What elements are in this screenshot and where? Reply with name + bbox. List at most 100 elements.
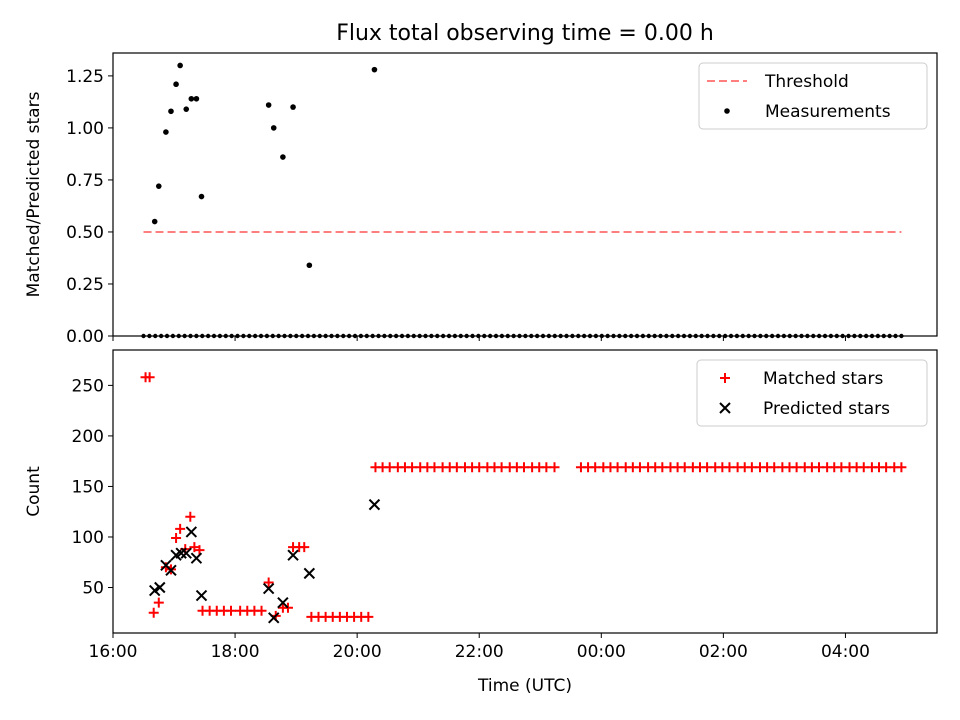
measurement-point-zero <box>523 333 528 339</box>
measurement-point-zero <box>811 333 816 339</box>
measurement-point-zero <box>893 333 898 339</box>
measurement-point-zero <box>147 333 152 339</box>
measurement-point-zero <box>816 333 822 339</box>
predicted-star-marker <box>180 547 192 559</box>
y-tick-label: 1.00 <box>66 119 104 139</box>
measurement-point-zero <box>429 333 434 339</box>
measurement-point <box>290 104 296 110</box>
measurement-point-zero <box>252 333 258 339</box>
measurement-point-zero <box>311 333 317 339</box>
measurement-point-zero <box>881 333 886 339</box>
measurement-point-zero <box>511 333 516 339</box>
measurement-point-zero <box>699 333 704 339</box>
legend-label: Matched stars <box>763 369 883 389</box>
predicted-star-marker <box>287 549 299 561</box>
matched-star-marker <box>263 577 274 588</box>
matched-star-marker <box>194 545 205 556</box>
x-tick-label: 02:00 <box>699 642 748 662</box>
measurement-point-zero <box>205 333 211 339</box>
measurement-point-zero <box>687 333 693 339</box>
measurement-point <box>188 95 195 102</box>
measurement-point-zero <box>370 333 375 339</box>
measurement-point-zero <box>611 333 616 339</box>
measurement-point-zero <box>758 333 763 339</box>
measurement-point-zero <box>564 333 569 339</box>
measurement-point-zero <box>769 333 775 339</box>
measurement-point-zero <box>805 333 810 339</box>
measurement-point-zero <box>288 333 293 339</box>
matched-star-marker <box>185 511 196 522</box>
measurement-point-zero <box>323 333 328 339</box>
measurement-point <box>155 183 162 189</box>
measurement-point <box>280 154 286 160</box>
measurement-point-zero <box>393 333 399 339</box>
y-tick-label: 100 <box>72 528 104 548</box>
measurement-point-zero <box>558 333 563 339</box>
measurement-point-zero <box>746 333 751 339</box>
predicted-star-marker <box>268 612 280 624</box>
measurement-point-zero <box>352 333 358 339</box>
matched-star-marker <box>175 523 186 534</box>
measurement-point-zero <box>863 333 869 339</box>
measurement-point-zero <box>247 333 252 339</box>
legend-swatch-predicted <box>719 402 731 414</box>
measurement-point-zero <box>264 333 270 339</box>
predicted-star-marker <box>185 526 198 538</box>
measurement-point-zero <box>576 333 581 339</box>
measurement-point-zero <box>705 333 710 339</box>
y-tick-label: 0.75 <box>66 171 104 191</box>
measurement-point <box>173 81 179 88</box>
y-axis-label: Matched/Predicted stars <box>24 91 44 297</box>
y-tick-label: 50 <box>82 579 104 599</box>
measurement-point-zero <box>529 333 534 339</box>
legend-label: Threshold <box>764 72 849 92</box>
measurement-point <box>371 66 378 73</box>
chart-title: Flux total observing time = 0.00 h <box>336 21 714 46</box>
measurement-point-zero <box>517 333 522 339</box>
predicted-star-marker <box>262 582 275 595</box>
measurement-point-zero <box>834 333 839 339</box>
measurement-point-zero <box>223 333 228 339</box>
measurement-point-zero <box>887 333 892 339</box>
predicted-star-marker <box>303 567 316 580</box>
measurement-point <box>151 218 158 225</box>
predicted-star-marker <box>195 589 208 602</box>
measurement-point-zero <box>241 333 246 339</box>
predicted-star-marker <box>368 498 381 511</box>
measurement-point-zero <box>499 333 505 339</box>
measurement-point-zero <box>846 333 851 339</box>
y-axis-label: Count <box>24 466 44 517</box>
measurement-point-zero <box>505 333 510 339</box>
measurement-point-zero <box>458 333 463 339</box>
measurement-point-zero <box>364 333 369 339</box>
x-tick-label: 16:00 <box>89 642 138 662</box>
measurement-point-zero <box>793 333 798 339</box>
y-tick-label: 200 <box>72 427 104 447</box>
measurement-point-zero <box>476 333 481 339</box>
measurement-point-zero <box>664 333 669 339</box>
measurement-point-zero <box>329 333 334 339</box>
x-tick-label: 20:00 <box>333 642 382 662</box>
measurement-point-zero <box>399 333 405 339</box>
measurement-point-zero <box>317 333 322 339</box>
measurement-point-zero <box>640 333 646 339</box>
panel-ratio: 0.00 0.25 0.50 0.75 1.00 1.25 Matched/Predicte… <box>24 52 938 347</box>
y-tick-label: 1.25 <box>66 67 104 87</box>
measurement-point-zero <box>464 333 469 339</box>
measurement-point-zero <box>540 333 546 339</box>
measurement-point-zero <box>546 333 552 339</box>
measurement-point-zero <box>534 333 540 339</box>
measurement-point-zero <box>787 333 792 339</box>
measurement-point-zero <box>840 333 845 339</box>
measurement-point-zero <box>799 333 804 339</box>
measurement-point-zero <box>170 333 176 339</box>
measurement-point-zero <box>282 333 287 339</box>
legend-swatch-measurements <box>724 108 730 114</box>
measurement-point-zero <box>153 333 158 339</box>
legend <box>698 62 928 130</box>
matched-star-marker <box>171 532 182 543</box>
x-tick-label: 18:00 <box>211 642 260 662</box>
measurement-point-zero <box>828 333 834 339</box>
measurement-point-zero <box>188 333 193 339</box>
